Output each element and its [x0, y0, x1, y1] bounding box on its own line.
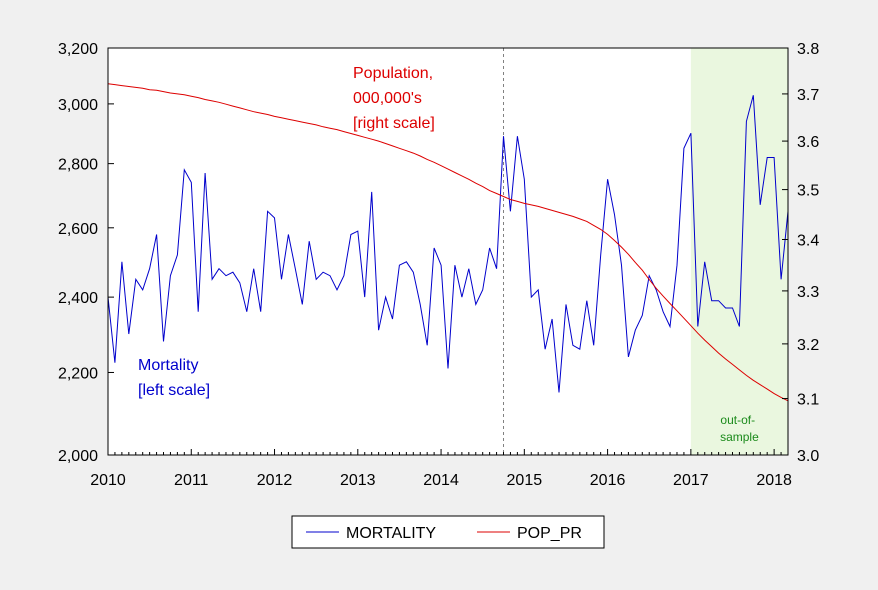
out-of-sample-label-line-2: sample [720, 430, 759, 444]
x-axis-tick-label: 2018 [756, 472, 792, 489]
out-of-sample-label: out-of- sample [720, 413, 759, 444]
left-axis-tick-label: 3,000 [58, 97, 98, 114]
left-axis-tick-label: 2,800 [58, 157, 98, 174]
legend-box [291, 515, 605, 549]
x-axis-tick-label: 2016 [590, 472, 626, 489]
right-axis-tick-label: 3.3 [797, 284, 819, 301]
left-axis-tick-label: 2,000 [58, 448, 98, 465]
out-of-sample-region [690, 48, 788, 455]
x-axis-tick-label: 2011 [174, 472, 209, 489]
right-axis-tick-label: 3.0 [797, 448, 819, 465]
x-axis-tick-label: 2013 [340, 472, 376, 489]
x-axis-tick-label: 2017 [673, 472, 709, 489]
legend: MORTALITY POP_PR [291, 515, 605, 549]
out-of-sample-label-line-1: out-of- [720, 413, 755, 427]
left-axis-tick-label: 3,200 [58, 41, 98, 58]
mortality-annotation: Mortality [left scale] [138, 357, 210, 399]
mortality-annotation-line-1: Mortality [138, 357, 198, 374]
x-axis-tick-label: 2010 [90, 472, 126, 489]
population-annotation-line-3: [right scale] [353, 115, 435, 132]
legend-label-pop-pr: POP_PR [517, 525, 582, 542]
right-axis-tick-label: 3.4 [797, 233, 819, 250]
left-axis-tick-label: 2,200 [58, 365, 98, 382]
right-axis-tick-label: 3.8 [797, 41, 819, 58]
right-axis-tick-label: 3.7 [797, 87, 819, 104]
plot-area [108, 48, 788, 455]
right-axis-tick-label: 3.6 [797, 134, 819, 151]
left-axis-tick-label: 2,400 [58, 290, 98, 307]
legend-label-mortality: MORTALITY [346, 525, 436, 542]
right-axis-tick-label: 3.1 [797, 392, 819, 409]
population-annotation-line-2: 000,000's [353, 90, 422, 107]
x-axis-tick-label: 2015 [507, 472, 543, 489]
mortality-annotation-line-2: [left scale] [138, 382, 210, 399]
x-axis-tick-label: 2014 [423, 472, 459, 489]
right-axis-tick-label: 3.5 [797, 183, 819, 200]
axes-layer: 2,000 2,200 2,400 2,600 2,800 3,000 3,200 3.0 3.… [58, 41, 819, 489]
series-line-mortality [107, 95, 789, 393]
right-axis-tick-label: 3.2 [797, 337, 819, 354]
series-layer [107, 83, 789, 402]
population-annotation: Population, 000,000's [right scale] [353, 65, 438, 132]
population-annotation-line-1: Population, [353, 65, 433, 82]
left-axis-tick-label: 2,600 [58, 221, 98, 238]
x-axis-tick-label: 2012 [257, 472, 293, 489]
series-line-pop-pr [107, 83, 789, 402]
